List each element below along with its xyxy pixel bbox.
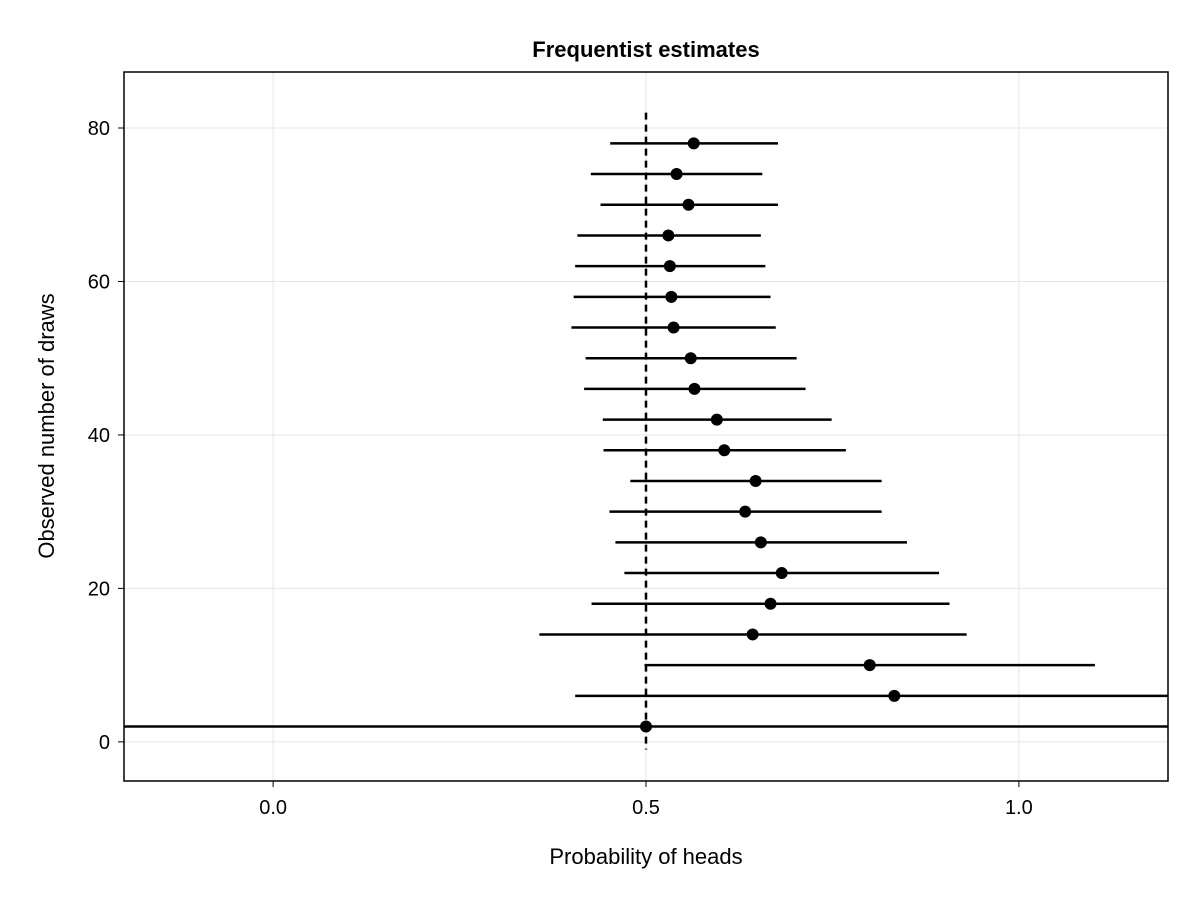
- x-tick-label: 0.5: [632, 797, 660, 819]
- ticks: 0.0 0.5 1.0 0 20 40 60 80: [88, 118, 1033, 819]
- estimate-point: [746, 628, 759, 641]
- x-tick-label: 0.0: [259, 797, 287, 819]
- y-tick-label: 0: [99, 732, 110, 754]
- estimate-point: [739, 505, 752, 518]
- estimate-point: [687, 137, 700, 150]
- estimate-point: [718, 444, 731, 457]
- chart-title: Frequentist estimates: [532, 37, 759, 62]
- y-axis-label: Observed number of draws: [34, 293, 59, 558]
- estimate-point: [754, 536, 767, 549]
- estimate-point: [682, 198, 695, 211]
- estimate-point: [710, 413, 723, 426]
- estimate-point: [640, 720, 652, 733]
- estimate-point: [764, 597, 777, 610]
- estimate-point: [667, 321, 680, 334]
- estimate-point: [888, 689, 901, 702]
- estimate-point: [670, 168, 683, 181]
- estimate-point: [665, 290, 678, 303]
- estimate-point: [688, 382, 701, 395]
- estimate-point: [775, 567, 788, 580]
- estimate-point: [663, 260, 676, 273]
- plot-marks: [124, 112, 1168, 750]
- y-tick-label: 20: [88, 578, 110, 600]
- estimate-point: [662, 229, 675, 242]
- estimate-point: [684, 352, 697, 365]
- estimate-point: [749, 474, 762, 487]
- y-tick-label: 80: [88, 118, 110, 140]
- x-axis-label: Probability of heads: [549, 844, 742, 869]
- x-tick-label: 1.0: [1005, 797, 1033, 819]
- y-tick-label: 40: [88, 425, 110, 447]
- y-tick-label: 60: [88, 271, 110, 293]
- estimate-point: [863, 659, 876, 672]
